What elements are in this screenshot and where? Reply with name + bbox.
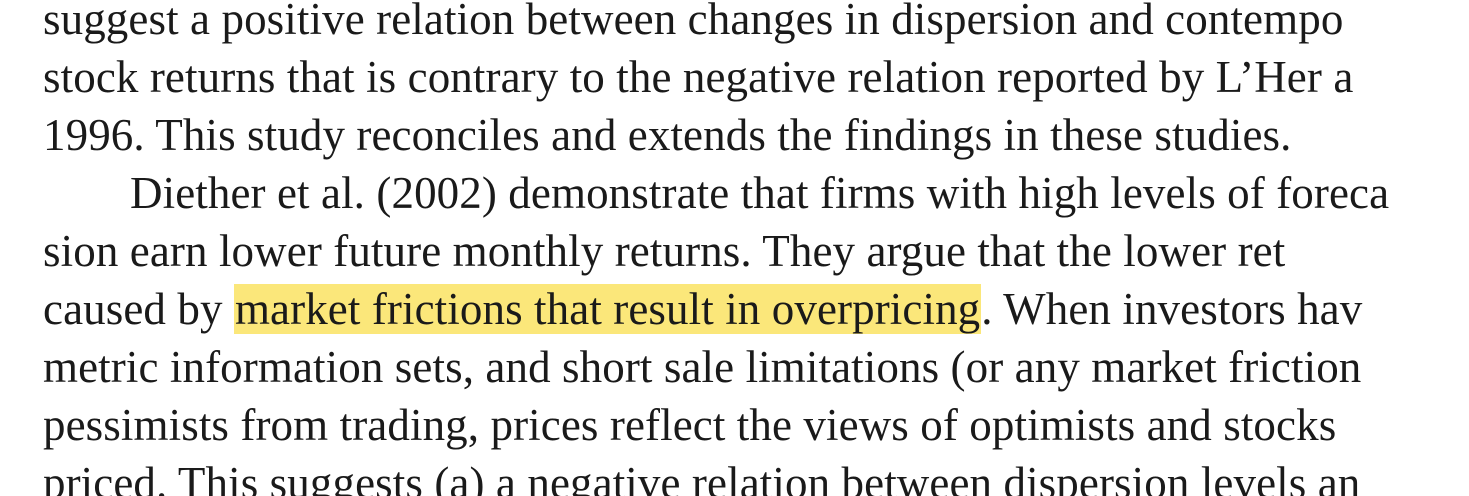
text-line-3: 1996. This study reconciles and extends … xyxy=(43,110,1292,160)
text-line-1: suggest a positive relation between chan… xyxy=(43,0,1344,44)
text-line-6: caused by market frictions that result i… xyxy=(43,280,1362,338)
highlighted-phrase[interactable]: market frictions that result in overpric… xyxy=(233,284,982,334)
text-line-7: metric information sets, and short sale … xyxy=(43,342,1362,392)
text-line-6-after: . When investors hav xyxy=(981,284,1363,334)
text-line-4-paragraph-start: Diether et al. (2002) demonstrate that f… xyxy=(130,168,1390,218)
text-line-8: pessimists from trading, prices reflect … xyxy=(43,400,1337,450)
text-line-2: stock returns that is contrary to the ne… xyxy=(43,52,1354,102)
text-line-5: sion earn lower future monthly returns. … xyxy=(43,226,1286,276)
text-line-6-before: caused by xyxy=(43,284,234,334)
text-line-9: priced. This suggests (a) a negative rel… xyxy=(43,458,1361,496)
